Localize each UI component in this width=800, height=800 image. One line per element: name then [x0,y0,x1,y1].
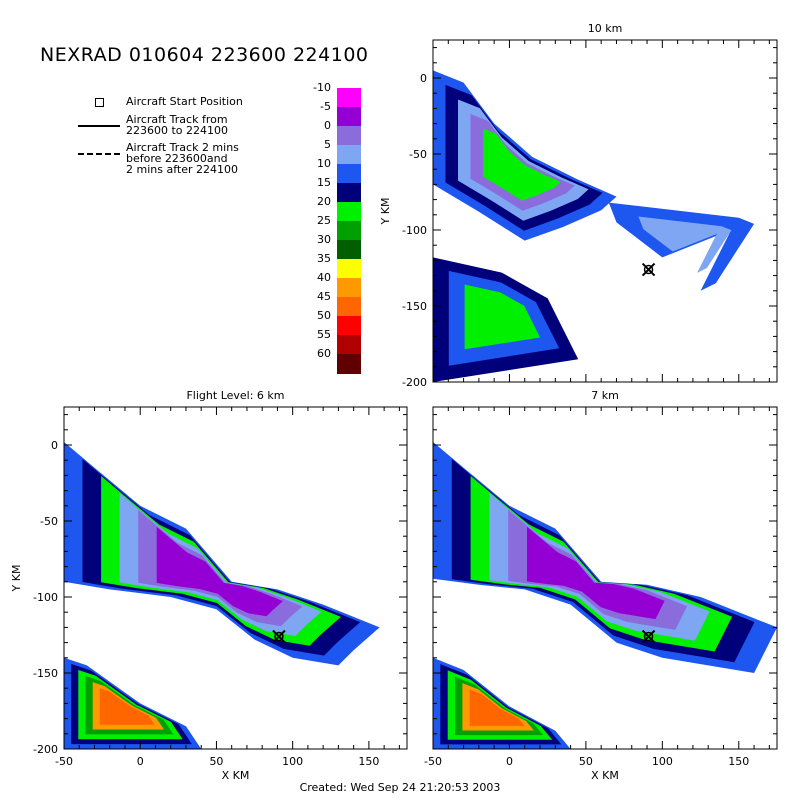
marker-cross-line [641,629,656,644]
marker-cross-line [272,629,286,644]
y-tick-label: -200 [33,743,58,756]
echo-regions [64,442,380,749]
colorbar-swatch [337,145,361,165]
legend: Aircraft Start Position Aircraft Track fr… [78,94,298,184]
x-tick-label: 50 [579,755,593,768]
colorbar-swatch [337,278,361,298]
colorbar-tick-label: 60 [317,347,331,360]
colorbar-tick-label: -10 [313,81,331,94]
y-tick-label: -200 [402,376,427,389]
colorbar: -10 -5 0 5 10 15 20 25 30 35 40 45 50 55 60 [305,80,365,380]
colorbar-tick-label: 40 [317,271,331,284]
legend-label-line: before 223600and [126,152,228,165]
x-tick-label: -50 [55,755,73,768]
x-tick-label: 50 [209,755,223,768]
legend-label-line: 2 mins after 224100 [126,163,238,176]
panel-title: 7 km [591,389,619,402]
plot-frame [432,39,778,383]
x-axis-label: X KM [591,769,619,782]
aircraft-position-marker [641,262,656,277]
x-tick-label: 100 [652,755,673,768]
marker-circle [643,264,654,275]
colorbar-swatch [337,259,361,279]
colorbar-swatch [337,202,361,222]
plot-frame [63,406,408,750]
colorbar-tick-label: 35 [317,252,331,265]
echo-contour [483,128,561,201]
colorbar-swatch [337,240,361,260]
colorbar-swatch [337,183,361,203]
radar-panel: -50 0 50 100 150 7 km X KM [424,389,778,782]
colorbar-tick-label: 10 [317,157,331,170]
echo-contour [527,526,665,620]
radar-panel: 0 -50 -100 -150 -200 10 km Y KM [379,22,778,389]
panel-title: 10 km [588,22,623,35]
aircraft-position-marker [272,629,286,644]
echo-contour [464,284,541,350]
chart-title: NEXRAD 010604 223600 224100 [40,44,369,66]
marker-circle [643,631,654,642]
dashed-line-icon [78,153,120,155]
marker-circle [274,631,284,642]
colorbar-swatch [337,335,361,355]
colorbar-swatch [337,354,361,374]
legend-label-line: 223600 to 224100 [126,124,229,137]
colorbar-tick-label: 50 [317,309,331,322]
y-tick-label: -100 [402,224,427,237]
colorbar-swatch [337,221,361,241]
x-axis-label: X KM [222,769,250,782]
panel-title: Flight Level: 6 km [186,389,284,402]
x-tick-label: 0 [137,755,144,768]
y-tick-label: -50 [40,515,58,528]
colorbar-swatch [337,88,361,108]
x-tick-label: 150 [728,755,749,768]
x-tick-label: 150 [358,755,379,768]
legend-label-line: Aircraft Start Position [126,95,243,108]
legend-label: Aircraft Start Position [126,96,243,107]
y-tick-label: 0 [51,439,58,452]
y-tick-label: -150 [402,300,427,313]
aircraft-position-marker [641,629,656,644]
echo-contour [156,526,283,617]
colorbar-tick-label: 55 [317,328,331,341]
colorbar-swatch [337,107,361,127]
y-tick-label: 0 [420,72,427,85]
colorbar-tick-label: 15 [317,176,331,189]
colorbar-tick-label: 0 [324,119,331,132]
legend-label-line: Aircraft Track from [126,113,228,126]
x-tick-label: 100 [282,755,303,768]
echo-regions [433,70,755,382]
x-tick-label: 0 [506,755,513,768]
colorbar-tick-label: -5 [320,100,331,113]
y-tick-label: -50 [409,148,427,161]
colorbar-tick-label: 30 [317,233,331,246]
solid-line-icon [78,125,120,127]
colorbar-tick-label: 20 [317,195,331,208]
echo-regions [433,442,777,749]
echo-contour [638,216,732,273]
plot-frame [432,406,778,750]
colorbar-tick-label: 5 [324,138,331,151]
square-icon [95,98,104,107]
colorbar-swatch [337,164,361,184]
y-tick-label: -150 [33,667,58,680]
colorbar-swatch [337,297,361,317]
legend-label-line: Aircraft Track 2 mins [126,141,239,154]
y-tick-label: -100 [33,591,58,604]
colorbar-tick-label: 25 [317,214,331,227]
marker-cross-line [641,262,656,277]
created-timestamp: Created: Wed Sep 24 21:20:53 2003 [299,781,501,794]
radar-panel: -50 0 50 100 150 0 -50 -100 -150 -200 Flight Level… [10,389,408,782]
x-tick-label: -50 [424,755,442,768]
echo-contour [99,688,155,725]
legend-label: Aircraft Track from 223600 to 224100 [126,114,228,136]
colorbar-swatch [337,316,361,336]
y-axis-label: Y KM [379,198,392,226]
y-axis-label: Y KM [10,565,23,593]
echo-contour [469,689,525,726]
colorbar-tick-label: 45 [317,290,331,303]
legend-label: Aircraft Track 2 mins before 223600and 2 m… [126,142,239,175]
colorbar-swatch [337,126,361,146]
